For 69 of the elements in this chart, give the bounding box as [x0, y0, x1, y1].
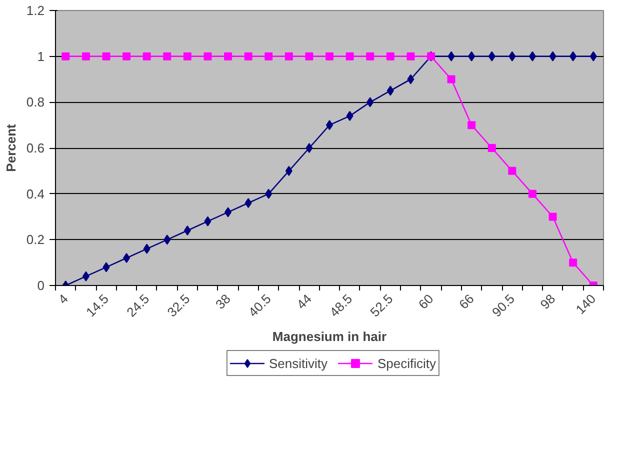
point	[164, 234, 171, 245]
point	[346, 52, 354, 60]
x-tick-label: 4	[55, 291, 71, 307]
point	[508, 51, 516, 62]
point	[447, 75, 456, 84]
x-tick-label: 140	[572, 291, 599, 318]
point	[82, 52, 90, 60]
x-axis-title: Magnesium in hair	[272, 328, 387, 344]
y-tick-label: 0.6	[26, 140, 45, 156]
point	[448, 51, 455, 62]
x-tick-label: 60	[415, 291, 436, 312]
y-tick-label: 1	[37, 48, 45, 64]
point	[122, 52, 131, 60]
point	[407, 74, 414, 84]
point	[265, 188, 272, 199]
point	[569, 258, 578, 267]
point	[548, 212, 557, 221]
y-axis-title: Percent	[3, 123, 18, 172]
x-tick-label: 38	[212, 291, 234, 312]
point	[508, 166, 516, 175]
point	[488, 51, 496, 62]
point	[366, 97, 374, 108]
y-tick-label: 0	[37, 278, 45, 293]
point	[204, 216, 212, 226]
y-tick-label: 0.4	[26, 186, 45, 202]
point	[306, 143, 313, 153]
point	[244, 198, 252, 208]
point	[284, 52, 293, 60]
legend-label: Specificity	[378, 356, 436, 370]
point	[82, 271, 90, 282]
point	[285, 166, 292, 176]
point	[386, 52, 394, 60]
point	[326, 52, 334, 60]
point	[488, 144, 496, 152]
point	[142, 52, 151, 60]
point	[143, 244, 150, 254]
point	[224, 52, 232, 60]
x-tick-label: 40.5	[245, 291, 274, 320]
x-tick-label: 44	[294, 291, 315, 312]
point	[204, 52, 212, 60]
point	[183, 52, 192, 60]
point	[528, 51, 536, 62]
x-tick-label: 48.5	[326, 291, 356, 320]
point	[102, 262, 110, 272]
point	[244, 52, 252, 60]
x-tick-label: 98	[537, 291, 558, 312]
point	[163, 52, 172, 60]
x-tick-label: 66	[456, 291, 477, 312]
point	[549, 51, 556, 62]
point	[184, 226, 191, 236]
point	[468, 121, 476, 130]
y-tick-label: 0.2	[26, 232, 45, 248]
point	[224, 207, 232, 218]
point	[123, 253, 130, 263]
point	[528, 190, 536, 198]
legend-label: Sensitivity	[268, 356, 328, 370]
point	[346, 110, 354, 121]
point	[102, 52, 110, 60]
point	[590, 51, 597, 62]
point	[264, 52, 273, 60]
point	[406, 52, 415, 60]
point	[62, 52, 70, 60]
point	[386, 86, 394, 96]
point	[305, 52, 314, 60]
point	[468, 51, 476, 62]
point	[570, 51, 577, 62]
y-tick-label: 0.8	[26, 94, 45, 110]
point	[366, 52, 374, 60]
y-tick-label: 1.2	[26, 3, 45, 18]
